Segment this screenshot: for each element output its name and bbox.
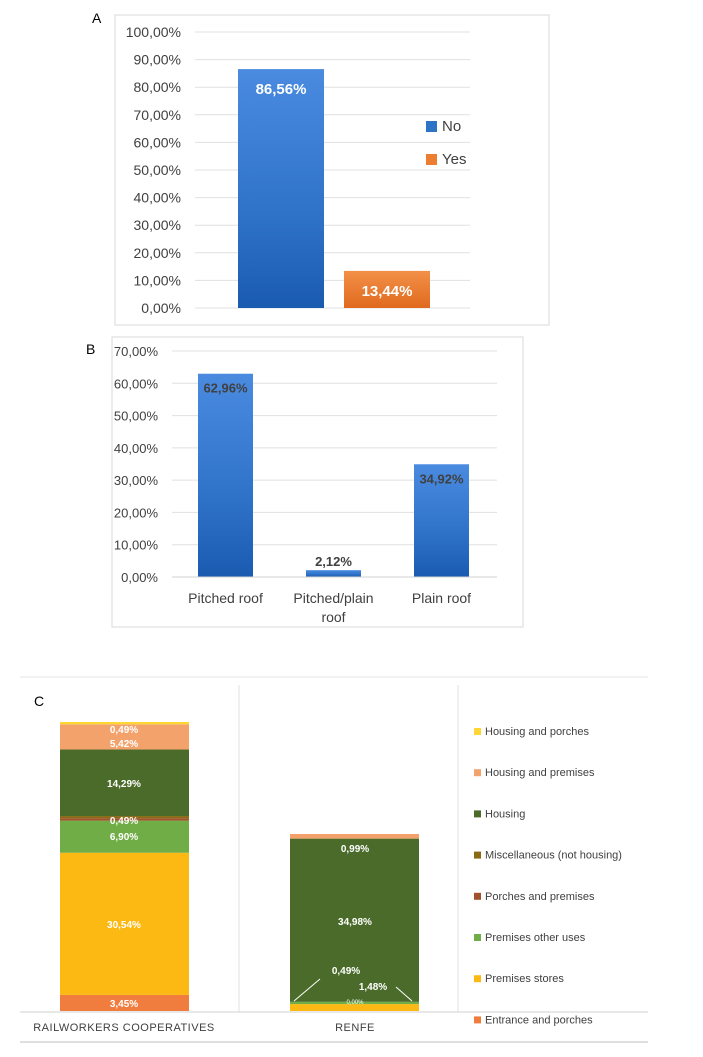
chart-a-legend-label: Yes: [442, 151, 466, 168]
chart-a-legend-swatch: [426, 121, 437, 132]
chart-c-segment: [60, 816, 189, 819]
chart-c-segment: [60, 749, 189, 817]
chart-b-ytick: 20,00%: [114, 505, 159, 520]
chart-b-category-line: roof: [321, 609, 345, 625]
chart-c-legend-label: Premises stores: [485, 973, 564, 985]
chart-b-ytick: 30,00%: [114, 473, 159, 488]
chart-a-ytick: 30,00%: [134, 217, 181, 233]
chart-c-legend-swatch: [474, 810, 481, 818]
chart-c-segment: [60, 724, 189, 750]
chart-a-ytick: 80,00%: [134, 79, 181, 95]
panel-label-a: A: [92, 10, 102, 26]
chart-b-data-label: 2,12%: [315, 554, 352, 569]
chart-b-category-label: Plain roof: [412, 590, 471, 606]
chart-b-ytick: 50,00%: [114, 409, 159, 424]
chart-a-ytick: 10,00%: [134, 272, 181, 288]
chart-b-ytick: 60,00%: [114, 376, 159, 391]
panel-label-b: B: [86, 341, 96, 357]
chart-c-data-label: 34,98%: [338, 917, 372, 928]
chart-b-ytick: 0,00%: [121, 570, 158, 585]
chart-b-category-label: Pitched roof: [188, 590, 263, 606]
panel-label-c: C: [34, 693, 45, 709]
chart-c-legend-label: Housing and premises: [485, 767, 595, 779]
chart-c-legend-swatch: [474, 975, 481, 983]
chart-c-leader-line: [293, 978, 321, 1002]
chart-a-bar: [238, 69, 324, 309]
chart-b-category-line: Pitched/plain: [293, 590, 373, 606]
chart-b-category-label: Pitched/plain roof: [293, 590, 373, 625]
chart-c-data-label: 30,54%: [107, 920, 141, 931]
chart-b-ytick: 40,00%: [114, 441, 159, 456]
chart-c-legend-swatch: [474, 769, 481, 777]
chart-a-ytick: 60,00%: [134, 134, 181, 150]
chart-c-segment: [60, 994, 189, 1011]
chart-a-legend-label: No: [442, 118, 461, 135]
chart-c-segment: [60, 818, 189, 821]
chart-c-legend-swatch: [474, 728, 481, 735]
chart-a-bar: [344, 270, 430, 308]
chart-c-segment: [290, 834, 419, 839]
chart-a-ytick: 20,00%: [134, 245, 181, 261]
chart-c-legend-label: Entrance and porches: [485, 1014, 593, 1026]
chart-c-data-label: 0,00%: [346, 1000, 364, 1006]
chart-c-data-label: 0,49%: [332, 966, 360, 977]
chart-c-legend-swatch: [474, 851, 481, 859]
chart-a-data-label: 13,44%: [362, 283, 413, 300]
chart-a-ytick: 50,00%: [134, 162, 181, 178]
chart-c-legend-swatch: [474, 1016, 481, 1024]
chart-c-data-label: 0,49%: [110, 725, 138, 736]
chart-c-segment: [60, 722, 189, 725]
chart-c-segment: [290, 1001, 419, 1005]
chart-b-data-label: 62,96%: [203, 381, 248, 396]
chart-c-legend-label: Housing: [485, 808, 525, 820]
chart-c-legend-label: Housing and porches: [485, 726, 589, 738]
chart-b-ytick: 10,00%: [114, 538, 159, 553]
chart-c-segment: [290, 1004, 419, 1011]
chart-c-data-label: 6,90%: [110, 832, 138, 843]
chart-c-legend-label: Porches and premises: [485, 891, 595, 903]
chart-b-ytick: 70,00%: [114, 344, 159, 359]
chart-c-category-label: RAILWORKERS COOPERATIVES: [33, 1022, 215, 1034]
chart-b-bar: [414, 464, 469, 577]
chart-c-data-label: 0,99%: [341, 844, 369, 855]
chart-b-category-line: Pitched roof: [188, 590, 263, 606]
chart-c-segment: [60, 852, 189, 995]
chart-b-category-line: Plain roof: [412, 590, 471, 606]
chart-c-segment: [60, 820, 189, 853]
chart-c-segment: [290, 838, 419, 1002]
chart-c-data-label: 5,42%: [110, 739, 138, 750]
chart-a-ytick: 0,00%: [141, 300, 181, 316]
chart-c-category-label: RENFE: [335, 1022, 375, 1034]
chart-b-data-label: 34,92%: [419, 471, 464, 486]
chart-c-legend-swatch: [474, 892, 481, 900]
chart-c-legend-label: Miscellaneous (not housing): [485, 850, 622, 862]
chart-a-data-label: 86,56%: [256, 81, 307, 98]
chart-b-bar: [306, 570, 361, 577]
chart-c-data-label: 3,45%: [110, 999, 138, 1010]
chart-a-legend-swatch: [426, 154, 437, 165]
chart-a-ytick: 70,00%: [134, 107, 181, 123]
chart-a-ytick: 40,00%: [134, 190, 181, 206]
chart-c-legend-label: Premises other uses: [485, 932, 586, 944]
chart-a-ytick: 90,00%: [134, 52, 181, 68]
chart-c-leader-line: [395, 986, 413, 1002]
chart-c-data-label: 14,29%: [107, 779, 141, 790]
chart-c-data-label: 0,49%: [110, 816, 138, 827]
chart-c-legend-swatch: [474, 934, 481, 941]
chart-a-ytick: 100,00%: [126, 24, 181, 40]
chart-b-bar: [198, 373, 253, 577]
chart-c-data-label: 1,48%: [359, 982, 387, 993]
